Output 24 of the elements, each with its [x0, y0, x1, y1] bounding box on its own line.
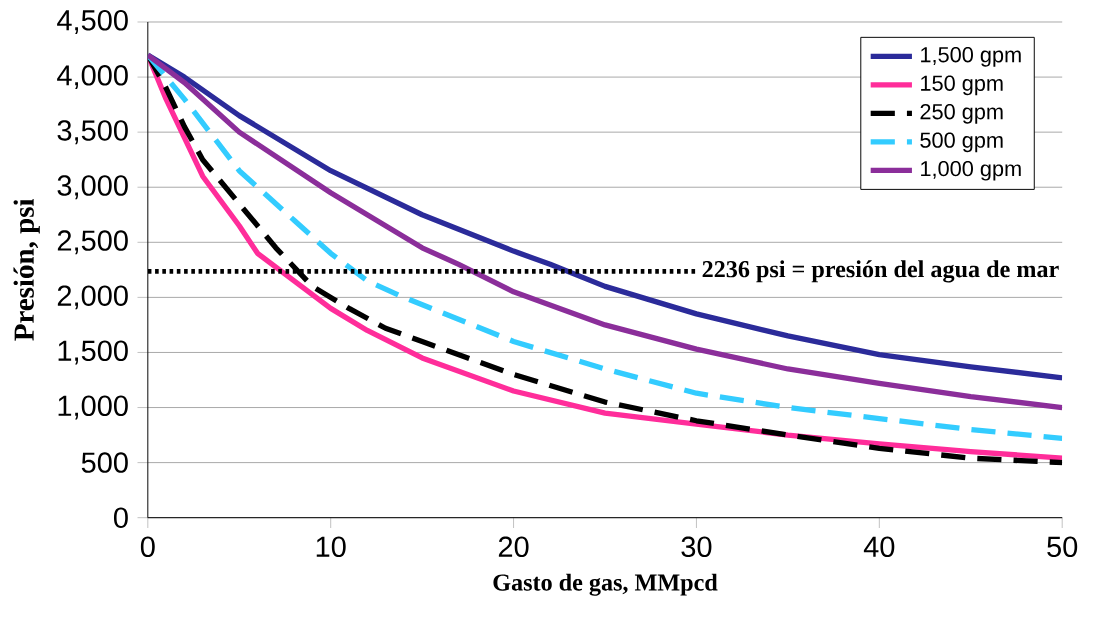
y-tick-label: 4,500 [57, 10, 128, 35]
x-tick-label: 20 [498, 536, 529, 558]
x-tick-label: 0 [140, 536, 155, 558]
y-tick-label: 3,500 [57, 120, 128, 145]
y-tick-label: 2,500 [57, 230, 128, 255]
y-tick-label: 3,000 [57, 175, 128, 200]
x-tick-label: 40 [863, 536, 895, 558]
y-tick-label: 2,000 [57, 285, 128, 310]
y-tick-label: 4,000 [57, 65, 128, 90]
x-tick-label: 10 [316, 536, 346, 558]
y-tick-label: 500 [81, 452, 128, 473]
y-axis-title: Presión, psi [13, 198, 40, 341]
legend-label: 250 gpm [920, 104, 1003, 124]
x-axis-title: Gasto de gas, MMpcd [493, 573, 718, 596]
legend-label: 500 gpm [920, 132, 1003, 153]
legend-label: 1,000 gpm [921, 161, 1021, 181]
x-tick-label: 30 [681, 536, 712, 558]
y-tick-label: 1,000 [58, 395, 128, 420]
ref-line-label: 2236 psi = presión del agua de mar [702, 260, 1059, 283]
y-tick-label: 0 [113, 507, 128, 529]
legend-label: 150 gpm [921, 75, 1003, 96]
legend-label: 1,500 gpm [921, 47, 1021, 67]
x-tick-label: 50 [1047, 536, 1078, 558]
y-tick-label: 1,500 [58, 340, 128, 365]
